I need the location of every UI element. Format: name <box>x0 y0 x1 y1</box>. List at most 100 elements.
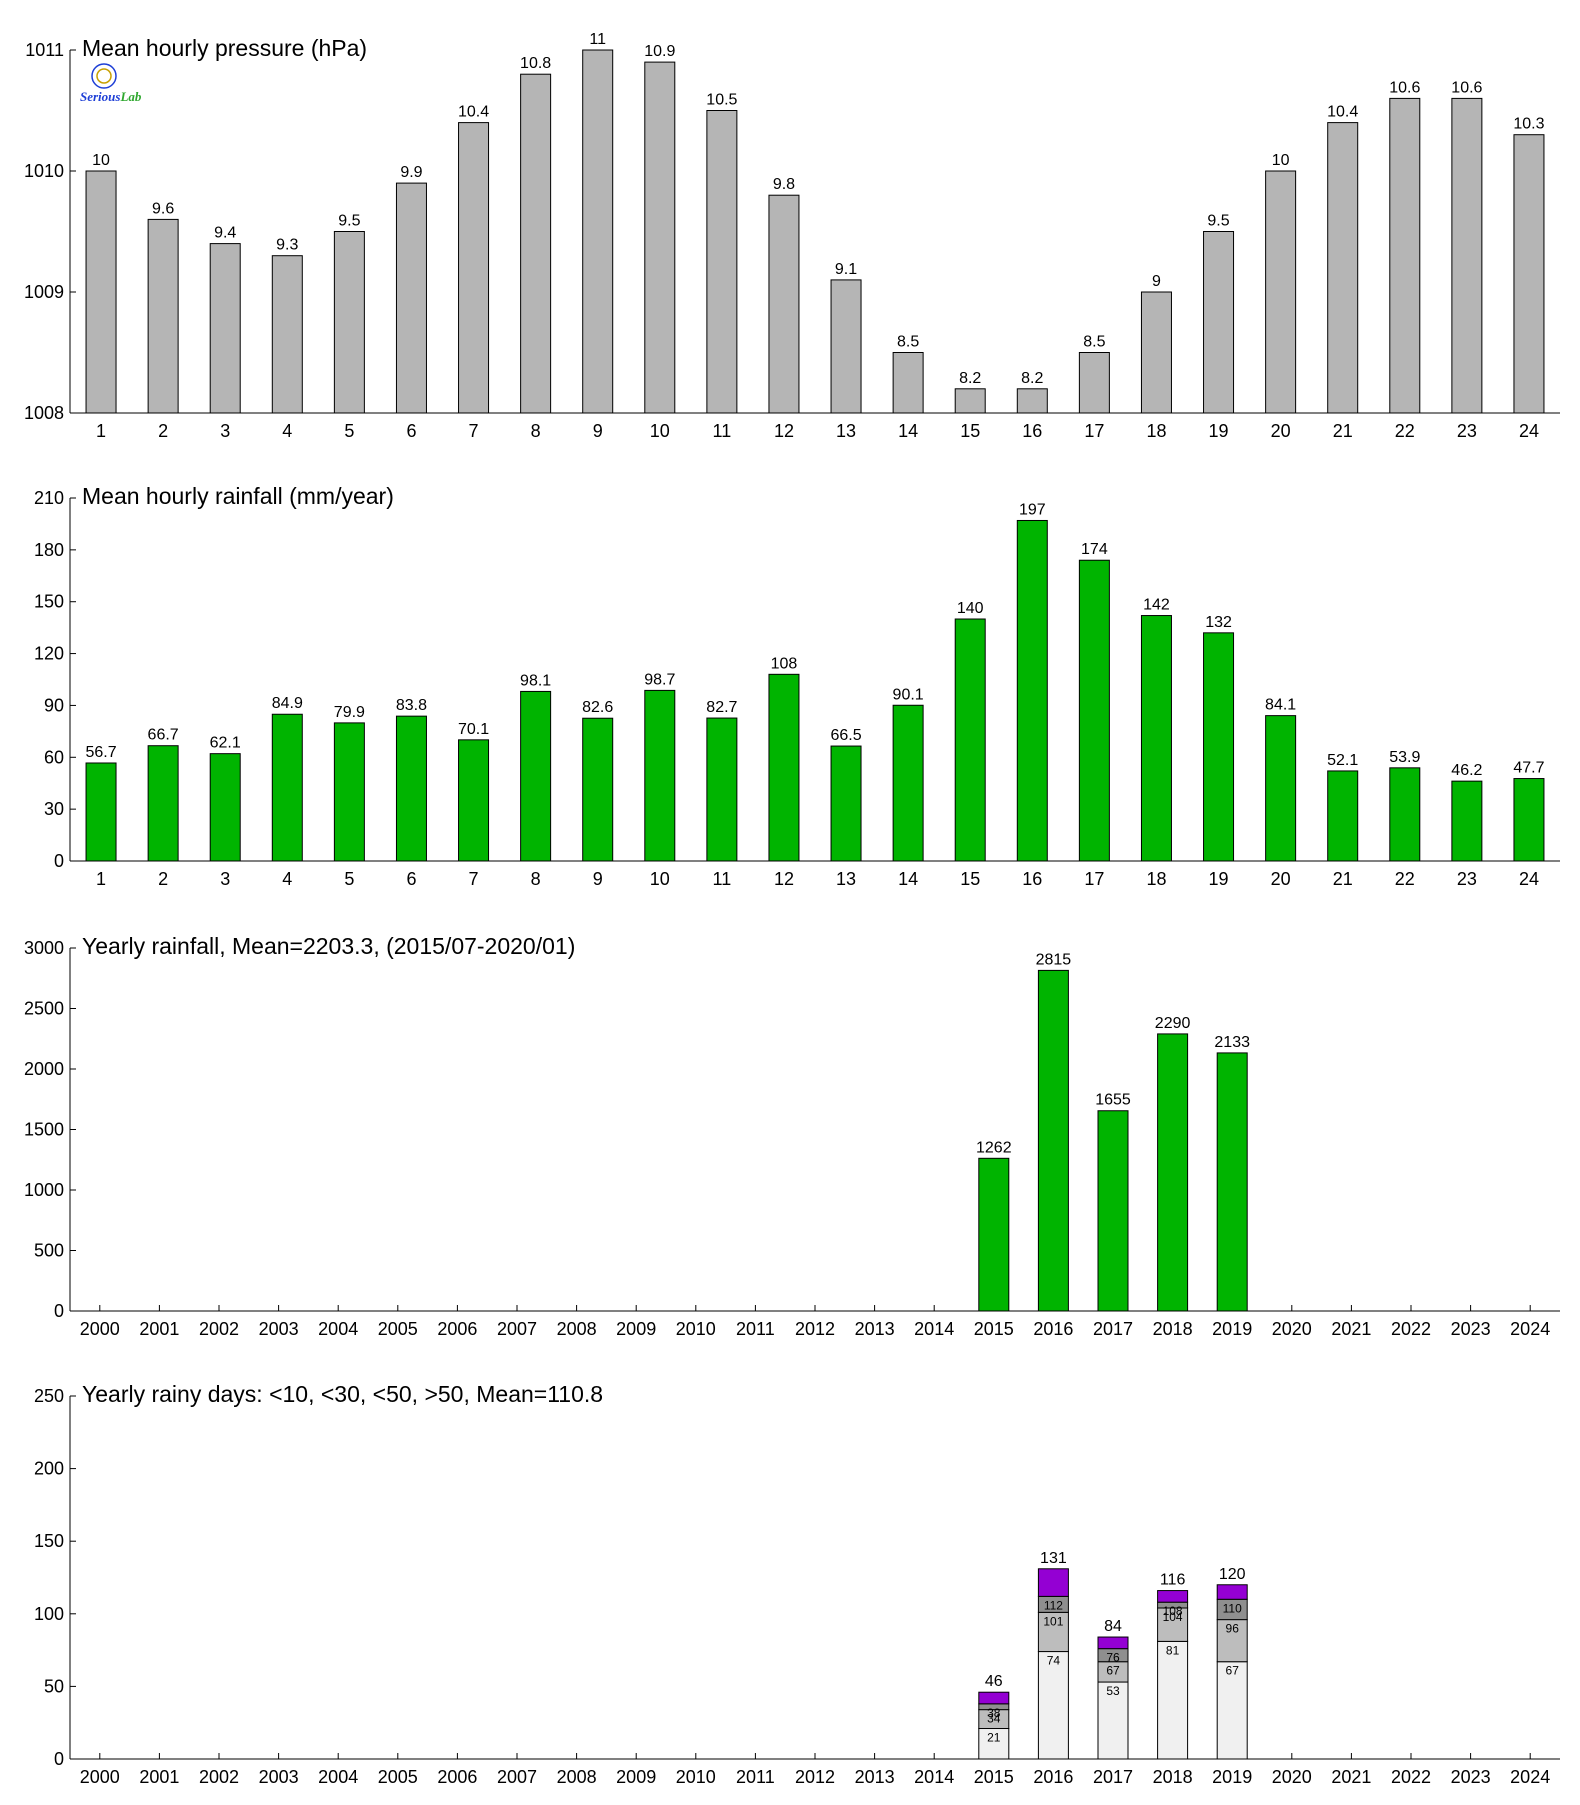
data-label: 52.1 <box>1327 752 1358 769</box>
x-tick-label: 2005 <box>378 1767 418 1787</box>
data-label: 46.2 <box>1451 762 1482 779</box>
data-label: 10.9 <box>644 43 675 60</box>
data-label: 8.2 <box>959 370 981 387</box>
x-tick-label: 2017 <box>1093 1767 1133 1787</box>
y-tick-label: 1008 <box>24 403 64 423</box>
segment-label: 76 <box>1106 1651 1120 1665</box>
x-tick-label: 2007 <box>497 1767 537 1787</box>
data-label: 8.5 <box>1083 334 1105 351</box>
y-tick-label: 150 <box>34 592 64 612</box>
data-label: 10.3 <box>1513 116 1544 133</box>
segment-label: 38 <box>987 1706 1001 1720</box>
bar <box>706 110 738 414</box>
x-tick-label: 18 <box>1146 421 1166 441</box>
bar <box>1097 1110 1129 1312</box>
data-label: 10 <box>1272 152 1290 169</box>
x-tick-label: 2003 <box>259 1319 299 1339</box>
bar <box>1037 969 1069 1312</box>
data-label: 84.9 <box>272 695 303 712</box>
data-label: 9.4 <box>214 225 236 242</box>
bar <box>271 255 303 414</box>
data-label: 10.5 <box>706 92 737 109</box>
data-label: 10.6 <box>1389 79 1420 96</box>
y-tick-label: 200 <box>34 1459 64 1479</box>
y-tick-label: 60 <box>44 747 64 767</box>
data-label: 10.4 <box>458 104 489 121</box>
y-tick-label: 3000 <box>24 938 64 958</box>
x-tick-label: 19 <box>1209 869 1229 889</box>
bar <box>147 745 179 862</box>
bar <box>644 689 676 862</box>
stack-segment-lt30 <box>1037 1611 1069 1653</box>
stack-segment-lt10 <box>978 1728 1010 1760</box>
bar <box>1216 1052 1248 1312</box>
x-tick-label: 2023 <box>1451 1767 1491 1787</box>
x-tick-label: 2011 <box>736 1319 775 1339</box>
x-tick-label: 2008 <box>557 1767 597 1787</box>
bar <box>395 715 427 862</box>
bar <box>1265 715 1297 862</box>
data-label: 66.5 <box>830 727 861 744</box>
x-tick-label: 2021 <box>1331 1319 1371 1339</box>
x-tick-label: 2010 <box>676 1767 716 1787</box>
y-tick-label: 150 <box>34 1531 64 1551</box>
data-label: 10.4 <box>1327 104 1358 121</box>
bar <box>768 194 800 414</box>
bar <box>1327 770 1359 862</box>
x-tick-label: 2000 <box>80 1319 120 1339</box>
x-tick-label: 5 <box>344 421 354 441</box>
total-label: 116 <box>1160 1572 1186 1589</box>
data-label: 47.7 <box>1513 760 1544 777</box>
data-label: 9.5 <box>338 213 360 230</box>
data-label: 83.8 <box>396 697 427 714</box>
x-tick-label: 7 <box>469 421 479 441</box>
segment-label: 101 <box>1043 1614 1063 1628</box>
y-tick-label: 0 <box>54 1301 64 1321</box>
bar <box>582 717 614 862</box>
data-label: 9.5 <box>1207 213 1229 230</box>
x-tick-label: 1 <box>96 421 106 441</box>
chart-title: Mean hourly pressure (hPa) <box>82 35 367 61</box>
data-label: 84.1 <box>1265 697 1296 714</box>
x-tick-label: 20 <box>1271 869 1291 889</box>
chart-title: Yearly rainy days: <10, <30, <50, >50, M… <box>82 1381 603 1407</box>
x-tick-label: 17 <box>1084 421 1104 441</box>
segment-label: 53 <box>1106 1684 1120 1698</box>
bar <box>147 218 179 414</box>
x-tick-label: 2014 <box>914 1767 954 1787</box>
data-label: 10.8 <box>520 55 551 72</box>
x-tick-label: 8 <box>531 421 541 441</box>
x-tick-label: 8 <box>531 869 541 889</box>
stack-segment-gt50 <box>1216 1584 1248 1600</box>
x-tick-label: 2004 <box>318 1767 358 1787</box>
x-tick-label: 2 <box>158 421 168 441</box>
bar <box>1451 97 1483 414</box>
x-tick-label: 23 <box>1457 421 1477 441</box>
x-tick-label: 2003 <box>259 1767 299 1787</box>
x-tick-label: 12 <box>774 421 794 441</box>
data-label: 8.5 <box>897 334 919 351</box>
bar <box>458 739 490 862</box>
data-label: 98.1 <box>520 672 551 689</box>
bar <box>1451 780 1483 862</box>
x-tick-label: 2006 <box>437 1767 477 1787</box>
data-label: 9.1 <box>835 261 857 278</box>
data-label: 142 <box>1143 597 1170 614</box>
x-tick-label: 6 <box>406 869 416 889</box>
y-tick-label: 1010 <box>24 161 64 181</box>
y-tick-label: 1011 <box>25 40 64 60</box>
x-tick-label: 9 <box>593 869 603 889</box>
data-label: 66.7 <box>148 727 179 744</box>
x-tick-label: 16 <box>1022 421 1042 441</box>
bar <box>830 745 862 862</box>
x-tick-label: 10 <box>650 869 670 889</box>
x-tick-label: 23 <box>1457 869 1477 889</box>
data-label: 11 <box>589 31 606 48</box>
logo-text-part: Serious <box>80 89 120 104</box>
y-tick-label: 0 <box>54 851 64 871</box>
x-tick-label: 15 <box>960 869 980 889</box>
bar <box>954 618 986 862</box>
